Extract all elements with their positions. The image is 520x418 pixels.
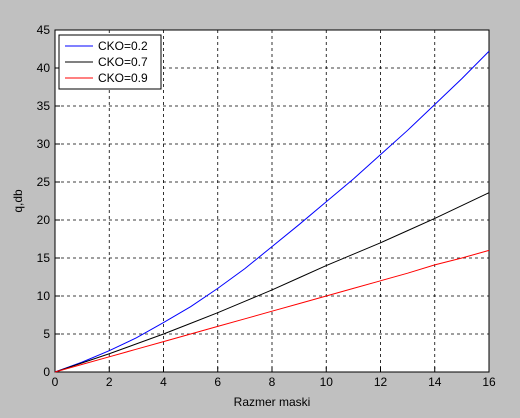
x-tick-label: 16 <box>482 375 496 389</box>
data-line <box>54 192 490 373</box>
legend-label: CKO=0.7 <box>98 55 148 69</box>
y-tick-label: 10 <box>37 289 51 303</box>
x-tick-label: 14 <box>428 375 442 389</box>
y-tick-label: 15 <box>37 251 51 265</box>
x-tick-label: 0 <box>52 375 59 389</box>
data-line <box>54 50 490 373</box>
y-tick-label: 20 <box>37 213 51 227</box>
y-tick-label: 5 <box>43 327 50 341</box>
y-tick-label: 0 <box>43 365 50 379</box>
y-tick-label: 40 <box>37 61 51 75</box>
y-tick-label: 45 <box>37 23 51 37</box>
y-tick-label: 25 <box>37 175 51 189</box>
y-tick-label: 35 <box>37 99 51 113</box>
legend-label: CKO=0.2 <box>98 39 148 53</box>
y-axis-label: q,db <box>11 189 25 213</box>
x-tick-label: 6 <box>214 375 221 389</box>
legend-label: CKO=0.9 <box>98 71 148 85</box>
x-tick-label: 4 <box>160 375 167 389</box>
x-tick-label: 10 <box>320 375 334 389</box>
axes-box <box>54 29 490 373</box>
x-tick-label: 12 <box>374 375 388 389</box>
x-axis-label: Razmer maski <box>234 395 311 409</box>
y-tick-label: 30 <box>37 137 51 151</box>
x-tick-label: 8 <box>269 375 276 389</box>
x-tick-label: 2 <box>106 375 113 389</box>
data-line <box>54 249 490 373</box>
